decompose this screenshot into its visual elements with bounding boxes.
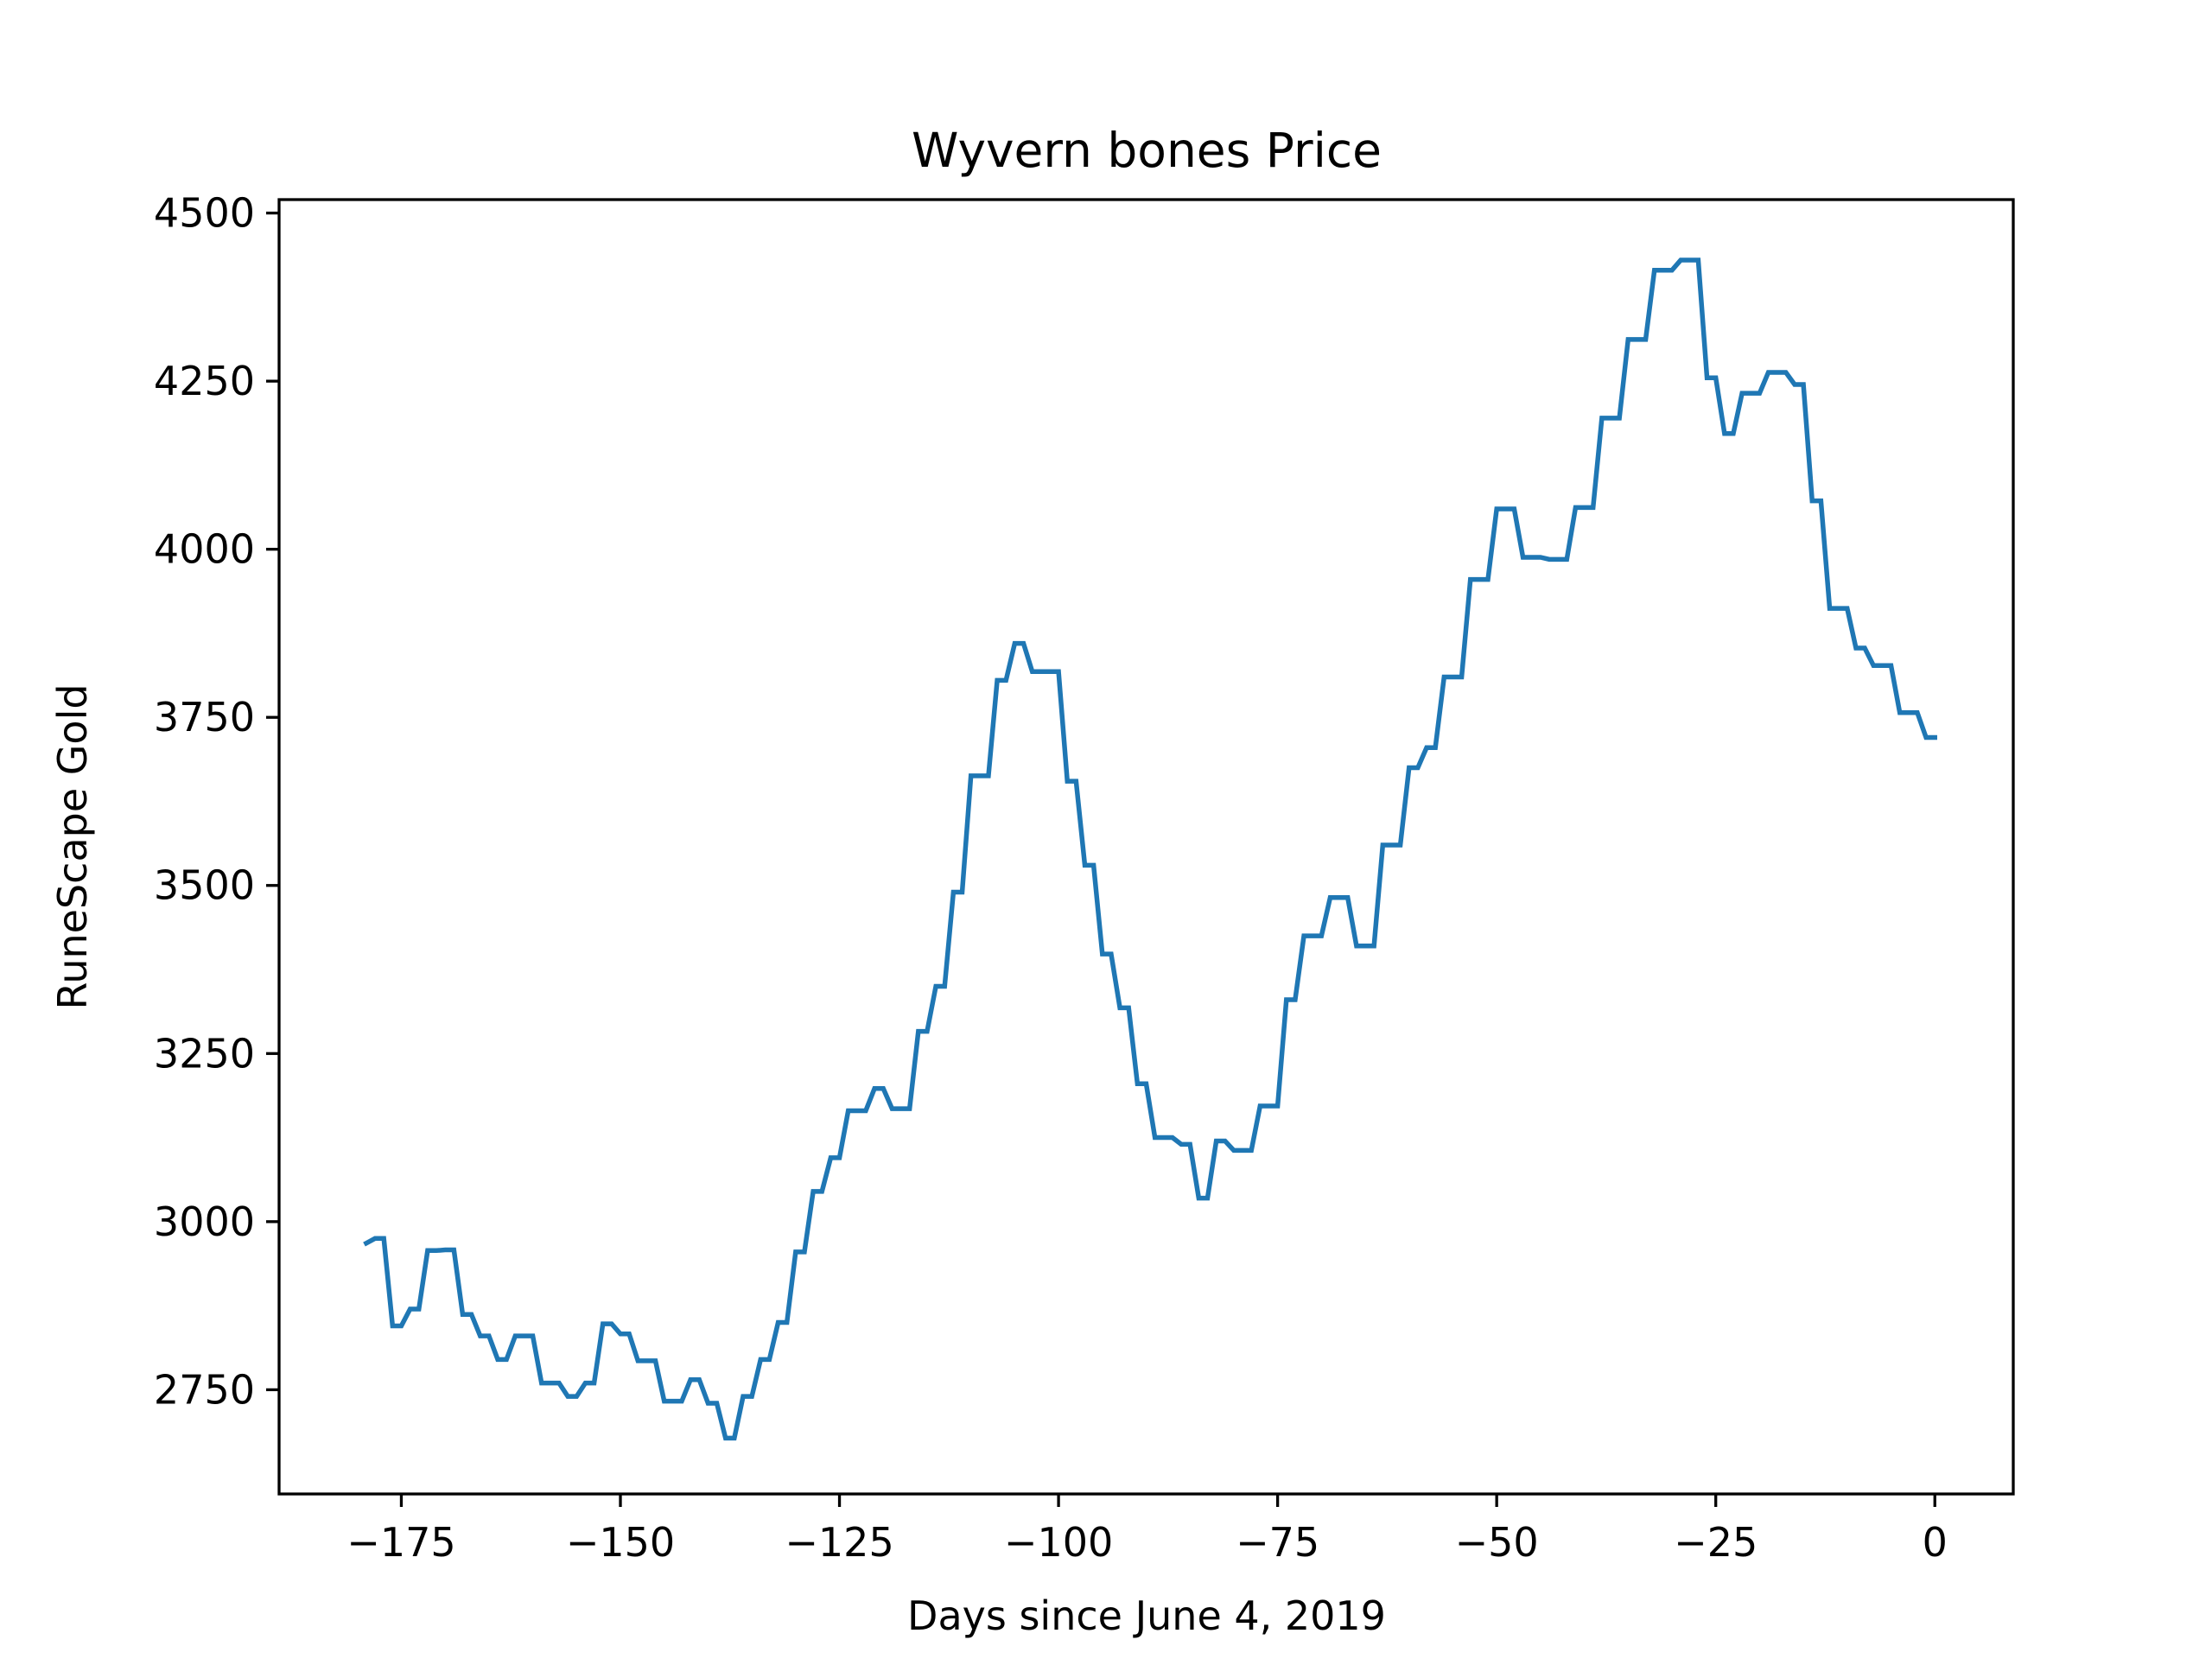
y-tick-label: 3250	[154, 1030, 255, 1077]
x-axis-ticks: −175 −150 −125 −100 −75 −50 −25 0	[346, 1494, 1948, 1566]
y-tick-label: 3500	[154, 862, 255, 909]
y-tick-label: 4500	[154, 190, 255, 237]
x-tick-label: −25	[1674, 1519, 1758, 1566]
y-tick-label: 3750	[154, 694, 255, 741]
x-tick-label: −100	[1004, 1519, 1113, 1566]
x-axis-label: Days since June 4, 2019	[907, 1592, 1386, 1639]
x-tick-label: −50	[1455, 1519, 1539, 1566]
x-tick-label: −175	[346, 1519, 455, 1566]
series-line-0	[363, 257, 1937, 1441]
y-tick-label: 4000	[154, 526, 255, 573]
x-tick-label: −125	[785, 1519, 893, 1566]
y-axis-ticks: 2750 3000 3250 3500 3750 4000 4250 4500	[154, 190, 279, 1413]
y-tick-label: 2750	[154, 1366, 255, 1413]
chart-title: Wyvern bones Price	[912, 123, 1382, 178]
plot-area-frame	[277, 198, 2015, 1496]
y-axis-label: RuneScape Gold	[49, 683, 96, 1009]
x-tick-label: 0	[1923, 1519, 1948, 1566]
x-tick-label: −150	[566, 1519, 675, 1566]
series-layer	[363, 257, 1937, 1441]
x-tick-label: −75	[1236, 1519, 1319, 1566]
y-tick-label: 3000	[154, 1198, 255, 1245]
y-tick-label: 4250	[154, 358, 255, 404]
